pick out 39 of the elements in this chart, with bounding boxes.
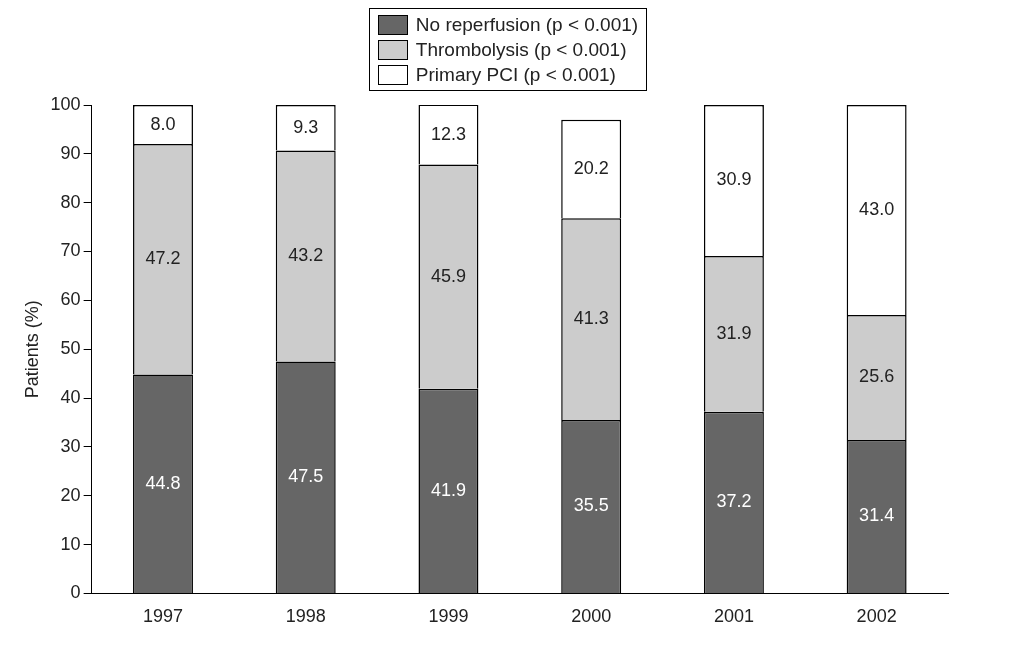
data-label: 43.2	[288, 244, 324, 265]
data-label: 37.2	[716, 491, 752, 512]
series-label: Primary PCI (p < 0.001)	[415, 63, 616, 87]
x-tick-label: 2000	[571, 606, 612, 627]
data-label: 44.8	[145, 472, 181, 493]
y-tick-label: 60	[60, 289, 81, 310]
data-label: 41.9	[430, 479, 466, 500]
data-label: 47.5	[288, 466, 324, 487]
y-tick-label: 40	[60, 387, 81, 408]
data-label: 31.9	[716, 322, 752, 343]
y-tick-label: 30	[60, 435, 81, 456]
x-tick-label: 1997	[142, 606, 184, 627]
data-label: 43.0	[859, 198, 895, 219]
data-label: 45.9	[430, 265, 466, 286]
y-tick-label: 80	[60, 191, 81, 212]
x-tick-label: 2001	[713, 606, 754, 627]
legend-label: Thrombolysis (p < 0.001)	[415, 38, 627, 62]
y-tick-label: 0	[70, 582, 81, 603]
data-label: 30.9	[716, 169, 752, 190]
x-tick-label: 1999	[428, 606, 469, 627]
y-tick-label: 70	[60, 240, 81, 261]
data-label: 12.3	[430, 123, 466, 144]
data-label: 20.2	[573, 157, 609, 178]
data-label: 41.3	[573, 308, 609, 329]
y-tick-label: 50	[60, 338, 81, 359]
data-label: 47.2	[145, 248, 181, 269]
data-label: 35.5	[573, 495, 609, 516]
y-axis-title: Patients (%)	[21, 300, 42, 399]
legend-label: No reperfusion (p < 0.001)	[415, 13, 639, 37]
y-tick-label: 90	[60, 142, 81, 163]
data-label: 9.3	[293, 116, 319, 137]
y-tick-label: 20	[60, 484, 81, 505]
data-label: 31.4	[859, 505, 895, 526]
y-tick-label: 100	[50, 93, 81, 114]
x-tick-label: 1998	[285, 606, 326, 627]
x-tick-label: 2002	[856, 606, 897, 627]
data-label: 8.0	[150, 113, 176, 134]
y-tick-label: 10	[60, 533, 81, 554]
data-label: 25.6	[859, 366, 895, 387]
